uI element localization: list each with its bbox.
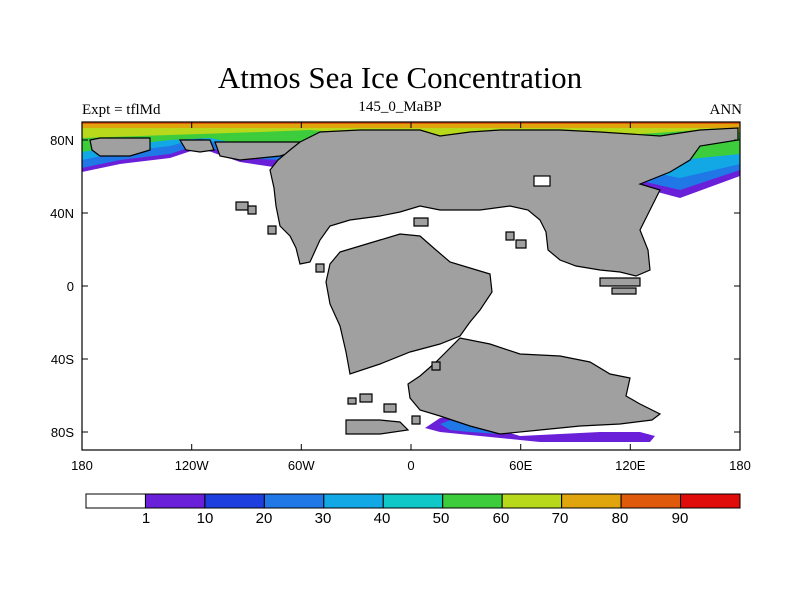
x-tick-label: 180 (729, 458, 751, 473)
map-title: Atmos Sea Ice Concentration (217, 60, 583, 95)
y-tick-label: 80S (51, 425, 74, 440)
colorbar-box (323, 493, 384, 509)
time-label: 145_0_MaBP (358, 99, 442, 115)
colorbar-box (144, 493, 206, 509)
map-layers (82, 122, 740, 442)
colorbar (85, 493, 741, 509)
colorbar-label: 50 (433, 510, 450, 527)
experiment-label: Expt = tflMd (82, 102, 161, 118)
y-tick-label: 0 (67, 279, 74, 294)
colorbar-label: 70 (552, 510, 569, 527)
y-tick-label: 40N (50, 206, 74, 221)
colorbar-box (501, 493, 563, 509)
colorbar-label: 60 (493, 510, 510, 527)
colorbar-label: 90 (672, 510, 689, 527)
colorbar-box (85, 493, 146, 509)
x-tick-label: 60E (509, 458, 532, 473)
x-tick-label: 120W (175, 458, 210, 473)
y-tick-label: 40S (51, 352, 74, 367)
colorbar-label: 40 (374, 510, 391, 527)
colorbar-box (680, 493, 741, 509)
colorbar-label: 20 (256, 510, 273, 527)
colorbar-label: 30 (315, 510, 332, 527)
x-tick-marks (81, 122, 741, 450)
colorbar-box (263, 493, 325, 509)
colorbar-box (620, 493, 682, 509)
land-gondwana (325, 233, 493, 375)
land-east-gondwana (407, 337, 662, 435)
colorbar-box (442, 493, 503, 509)
colorbar-label: 1 (142, 510, 150, 527)
x-tick-label: 0 (407, 458, 414, 473)
season-label: ANN (709, 102, 743, 118)
land-greenland (89, 137, 151, 157)
land-antarctic-west (345, 419, 410, 435)
y-tick-marks (82, 139, 740, 433)
colorbar-label: 10 (197, 510, 214, 527)
colorbar-label: 80 (612, 510, 629, 527)
land-laurasia (269, 127, 739, 277)
inland-lake (533, 175, 551, 187)
x-tick-label: 180 (71, 458, 93, 473)
land-masses (89, 127, 739, 435)
x-tick-label: 60W (288, 458, 315, 473)
x-tick-label: 120E (615, 458, 646, 473)
colorbar-box (204, 493, 265, 509)
colorbar-box (382, 493, 444, 509)
land-island (178, 139, 215, 153)
y-tick-label: 80N (50, 133, 74, 148)
colorbar-box (561, 493, 622, 509)
